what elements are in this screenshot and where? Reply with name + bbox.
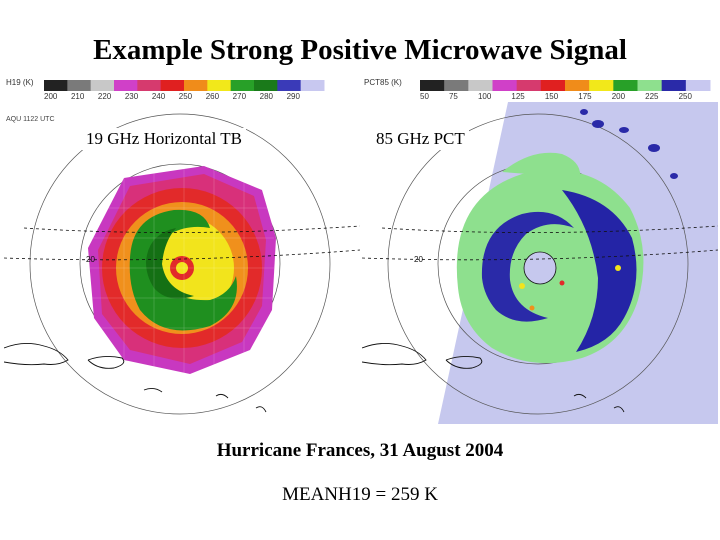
colorbar-swatch <box>516 80 542 91</box>
pct85-image-panel: 20 PCT85 (K) 50 75 100 125 150 175 200 2… <box>362 78 718 424</box>
colorbar-swatch <box>420 80 445 91</box>
colorbar-swatch <box>254 80 278 91</box>
pct85-storm-field <box>456 152 644 364</box>
h19-tick: 210 <box>70 92 85 101</box>
colorbar-swatch <box>277 80 302 91</box>
h19-tick: 280 <box>259 92 273 101</box>
h19-tick: 230 <box>124 92 139 101</box>
h19-panel-label: 19 GHz Horizontal TB <box>82 128 246 150</box>
colorbar-swatch <box>492 80 518 91</box>
h19-tick: 240 <box>151 92 166 101</box>
colorbar-swatch <box>160 80 185 91</box>
h19-storm-field <box>88 166 276 374</box>
colorbar-swatch <box>67 80 92 91</box>
colorbar-swatch <box>637 80 663 91</box>
colorbar-swatch <box>44 80 68 91</box>
event-caption: Hurricane Frances, 31 August 2004 <box>216 440 504 461</box>
slide-title: Example Strong Positive Microwave Signal <box>93 34 627 66</box>
pct85-lat-label: 20 <box>414 255 423 264</box>
pct85-tick: 100 <box>477 92 492 101</box>
colorbar-swatch <box>540 80 566 91</box>
pct85-tick: 125 <box>511 92 525 101</box>
h19-tick: 270 <box>232 92 247 101</box>
h19-tick: 200 <box>44 92 58 101</box>
h19-colorbar-label: H19 (K) <box>6 78 34 87</box>
colorbar-swatch <box>589 80 614 91</box>
pct85-tick: 225 <box>645 92 659 101</box>
h19-image-panel: 20 H19 (K) 200 210 220 230 240 250 260 2… <box>4 78 360 424</box>
colorbar-swatch <box>685 80 711 91</box>
colorbar-swatch <box>468 80 493 91</box>
pct85-panel-label: 85 GHz PCT <box>372 128 469 150</box>
pct85-tick: 175 <box>578 92 592 101</box>
h19-map: 20 <box>4 80 360 424</box>
colorbar-swatch <box>300 80 325 91</box>
colorbar-swatch <box>613 80 638 91</box>
pct85-colorbar <box>420 80 711 91</box>
h19-colorbar-ticks: 200 210 220 230 240 250 260 270 280 290 <box>44 92 300 101</box>
h19-image-id: AQU 1122 UTC <box>6 116 55 123</box>
colorbar-swatch <box>444 80 469 91</box>
h19-tick: 260 <box>205 92 220 101</box>
colorbar-swatch <box>137 80 162 91</box>
colorbar-swatch <box>207 80 232 91</box>
pct85-tick: 250 <box>678 92 692 101</box>
h19-lat-label: 20 <box>86 255 95 264</box>
colorbar-swatch <box>184 80 208 91</box>
colorbar-swatch <box>114 80 138 91</box>
pct85-tick: 75 <box>448 92 458 101</box>
colorbar-swatch <box>565 80 590 91</box>
pct85-map: 20 <box>362 80 718 424</box>
colorbar-swatch <box>230 80 255 91</box>
h19-colorbar <box>44 80 325 91</box>
metric-caption: MEANH19 = 259 K <box>282 484 438 505</box>
colorbar-swatch <box>661 80 687 91</box>
pct85-colorbar-label: PCT85 (K) <box>364 78 402 87</box>
pct85-tick: 50 <box>420 92 429 101</box>
pct85-tick: 150 <box>544 92 559 101</box>
pct85-colorbar-ticks: 50 75 100 125 150 175 200 225 250 <box>420 92 692 101</box>
h19-tick: 250 <box>178 92 193 101</box>
pct85-tick: 200 <box>611 92 626 101</box>
h19-tick: 220 <box>97 92 112 101</box>
h19-tick: 290 <box>286 92 300 101</box>
colorbar-swatch <box>90 80 115 91</box>
